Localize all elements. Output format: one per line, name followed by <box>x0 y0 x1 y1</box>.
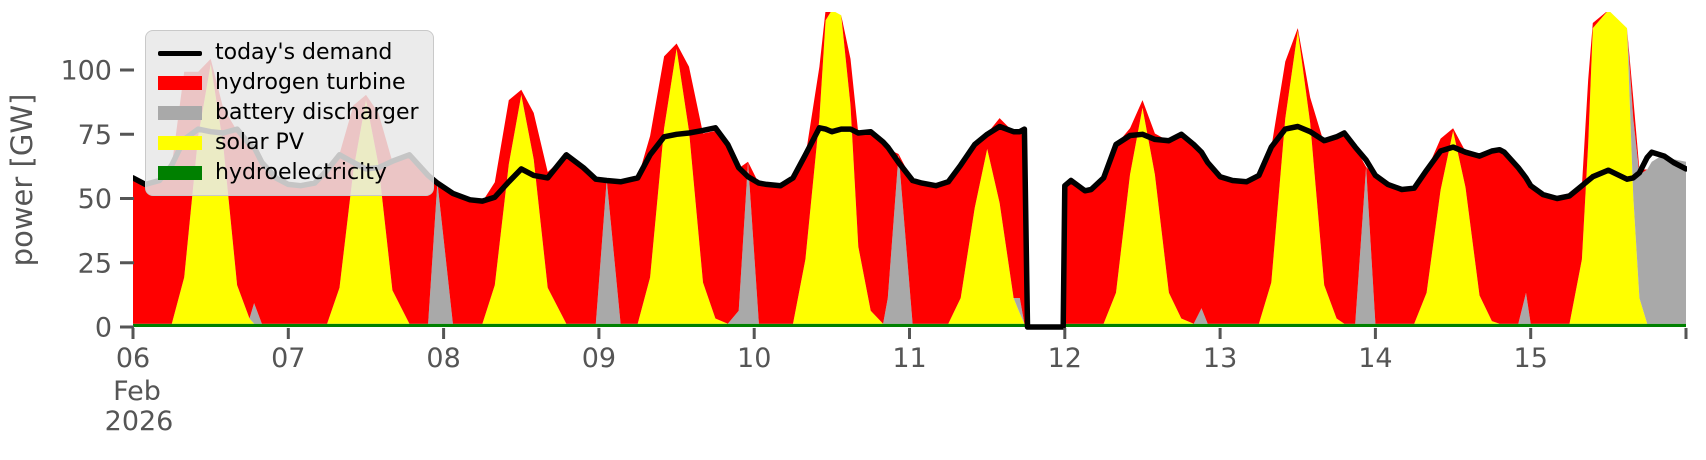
y-tick-label: 0 <box>95 313 112 344</box>
legend-item: hydrogen turbine <box>158 68 419 98</box>
x-tick-label: 06 <box>116 343 150 374</box>
legend-patch-swatch <box>158 136 202 150</box>
legend-item-label: hydroelectricity <box>215 160 387 185</box>
area-hydrogen-turbine <box>133 12 1686 327</box>
x-tick-label: 07 <box>271 343 305 374</box>
legend-item: hydroelectricity <box>158 158 419 188</box>
y-axis-ticks: 0 25 50 75 100 <box>60 56 134 344</box>
legend-item: battery discharger <box>158 98 419 128</box>
y-tick-label: 25 <box>78 248 112 279</box>
x-tick-label: 10 <box>737 343 771 374</box>
legend-patch-swatch <box>158 76 202 90</box>
x-tick-label: 14 <box>1358 343 1392 374</box>
x-tick-label: 09 <box>582 343 616 374</box>
y-axis-label: power [GW] <box>5 94 39 267</box>
area-hydroelectricity <box>133 323 1686 327</box>
legend-item-label: today's demand <box>215 40 393 65</box>
legend-item-label: hydrogen turbine <box>215 70 406 95</box>
legend-item: today's demand <box>158 38 419 68</box>
x-axis-date-sublabel: 2026 <box>105 406 174 437</box>
y-tick-label: 50 <box>78 184 112 215</box>
y-tick-label: 75 <box>78 120 112 151</box>
legend-item-label: battery discharger <box>215 100 419 125</box>
y-tick-label: 100 <box>60 56 112 87</box>
swatch-color <box>158 166 202 180</box>
legend-line-swatch <box>158 50 202 56</box>
swatch-color <box>158 106 202 120</box>
legend-patch-swatch <box>158 106 202 120</box>
legend-patch-swatch <box>158 166 202 180</box>
x-axis-date-sublabel: Feb <box>113 376 161 407</box>
swatch-color <box>158 76 202 90</box>
x-tick-label: 08 <box>426 343 460 374</box>
area-solar-pv <box>133 12 1686 327</box>
swatch-color <box>158 50 202 56</box>
x-tick-label: 15 <box>1514 343 1548 374</box>
legend: today's demand hydrogen turbine battery di… <box>145 30 434 196</box>
swatch-color <box>158 136 202 150</box>
x-tick-label: 12 <box>1048 343 1082 374</box>
legend-item: solar PV <box>158 128 419 158</box>
x-tick-label: 13 <box>1203 343 1237 374</box>
legend-item-label: solar PV <box>215 130 304 155</box>
x-tick-label: 11 <box>892 343 926 374</box>
